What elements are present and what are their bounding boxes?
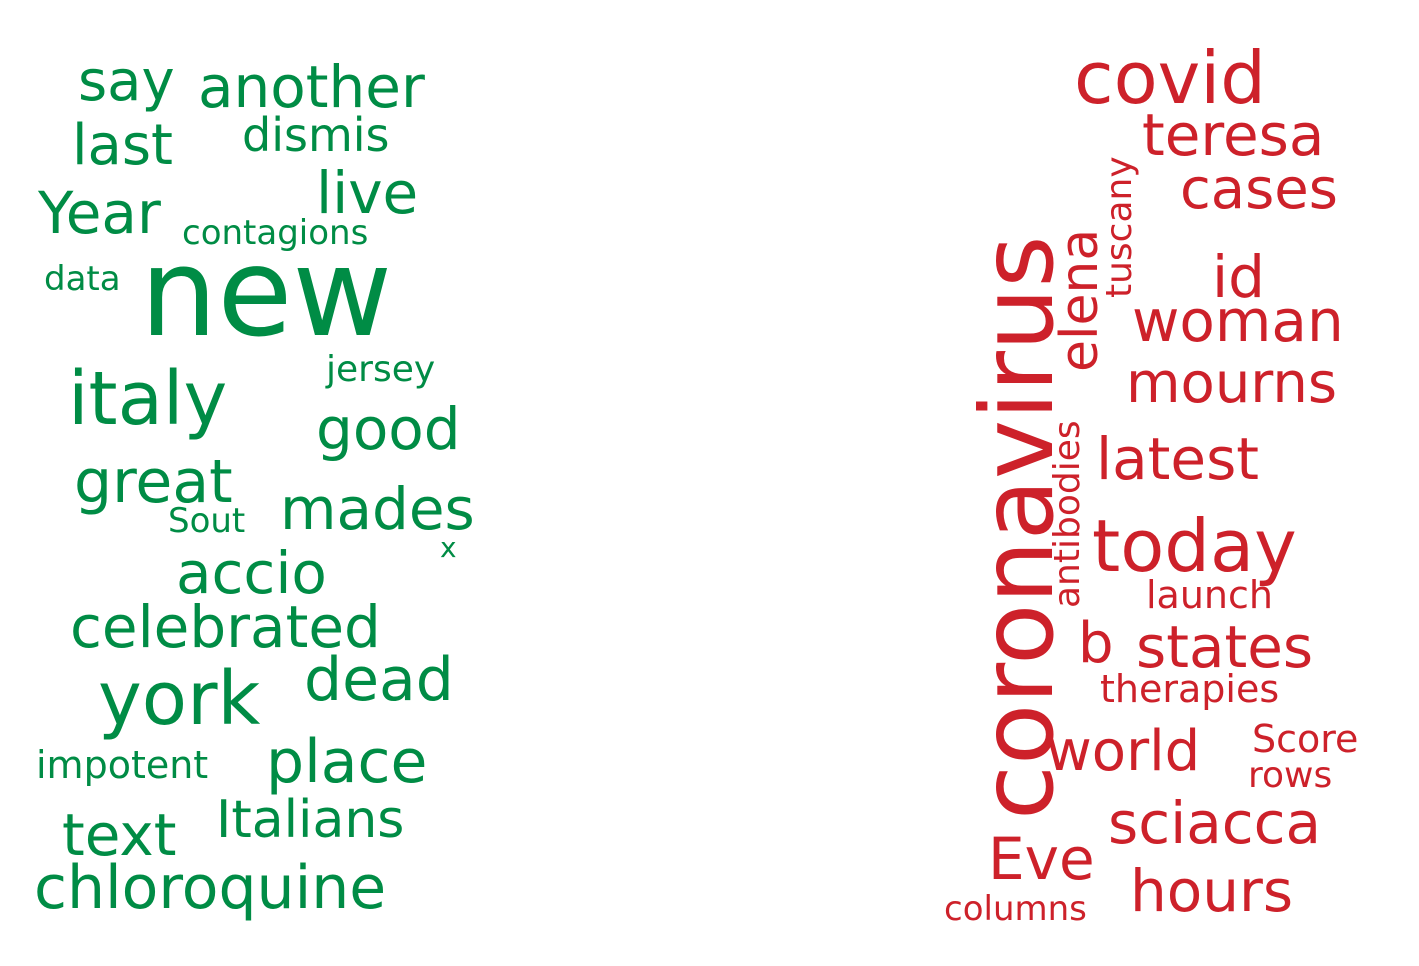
word: Year (38, 179, 161, 247)
word: text (62, 801, 177, 869)
word: dead (304, 645, 454, 715)
word: celebrated (70, 593, 381, 661)
word: columns (944, 889, 1087, 929)
word: mades (280, 475, 475, 543)
word: hours (1130, 857, 1294, 925)
word: Score (1252, 717, 1359, 761)
word: place (266, 727, 428, 797)
word: good (316, 395, 461, 463)
word: id (1212, 243, 1265, 311)
word: live (316, 159, 419, 227)
word: contagions (182, 213, 369, 253)
word: world (1046, 719, 1201, 784)
word: today (1092, 504, 1297, 588)
word: Italians (216, 790, 405, 850)
word: impotent (36, 743, 209, 787)
word: new (140, 222, 393, 364)
word: mourns (1126, 351, 1338, 416)
word: Sout (168, 501, 246, 541)
word: teresa (1142, 101, 1325, 169)
word: italy (68, 356, 228, 442)
word: states (1136, 613, 1314, 681)
word: chloroquine (34, 853, 387, 923)
word: b (1078, 611, 1114, 676)
word: data (44, 259, 121, 299)
word: great (74, 447, 233, 517)
word: woman (1132, 287, 1344, 355)
word: another (198, 53, 425, 121)
word: cases (1180, 157, 1338, 222)
red-word-cloud: covid coronavirus teresa tuscany elena c… (930, 0, 1419, 966)
word: rows (1248, 755, 1333, 796)
word: sciacca (1108, 789, 1322, 857)
word: x (440, 531, 457, 564)
word: last (72, 113, 174, 178)
word: accio (176, 539, 327, 607)
word: latest (1096, 425, 1260, 493)
word: covid (1074, 36, 1266, 120)
word: Eve (988, 825, 1095, 893)
word: dismis (242, 108, 390, 162)
word: elena (1050, 228, 1110, 372)
word: jersey (326, 349, 436, 390)
word: launch (1146, 573, 1273, 617)
word: antibodies (1047, 420, 1088, 608)
word: say (78, 49, 175, 114)
word: york (98, 656, 261, 742)
green-word-cloud: say another last dismis live Year contag… (0, 0, 520, 966)
word: therapies (1100, 667, 1280, 711)
